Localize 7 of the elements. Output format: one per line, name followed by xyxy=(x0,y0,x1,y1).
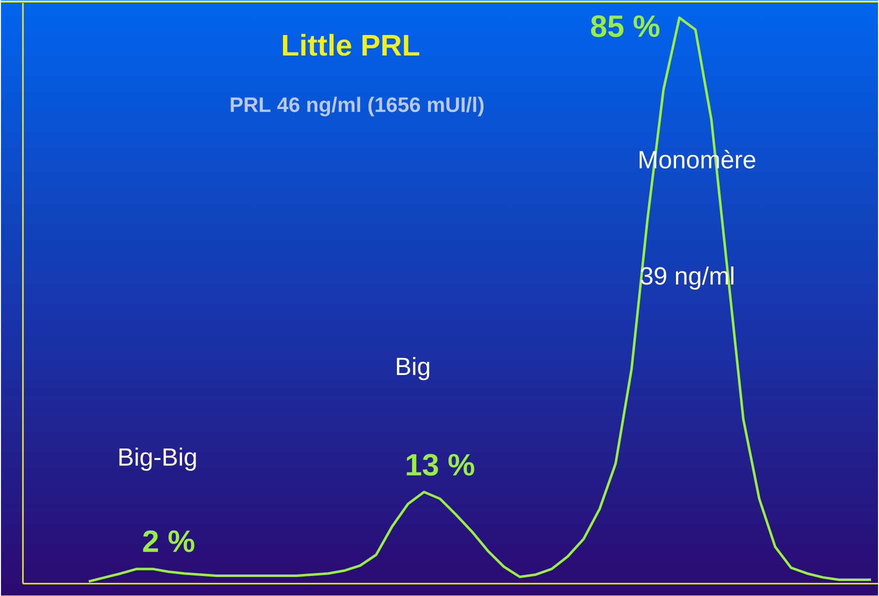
chart-title: Little PRL xyxy=(283,34,420,56)
annotation: 2 % xyxy=(143,530,194,552)
annotation: Big xyxy=(396,357,430,380)
text: PRL 46 ng/ml (1656 mUI/l) xyxy=(230,96,484,116)
annotation: 13 % xyxy=(406,454,474,476)
annotation: Big-Big xyxy=(119,448,196,471)
annotation: 85 % xyxy=(591,15,660,38)
